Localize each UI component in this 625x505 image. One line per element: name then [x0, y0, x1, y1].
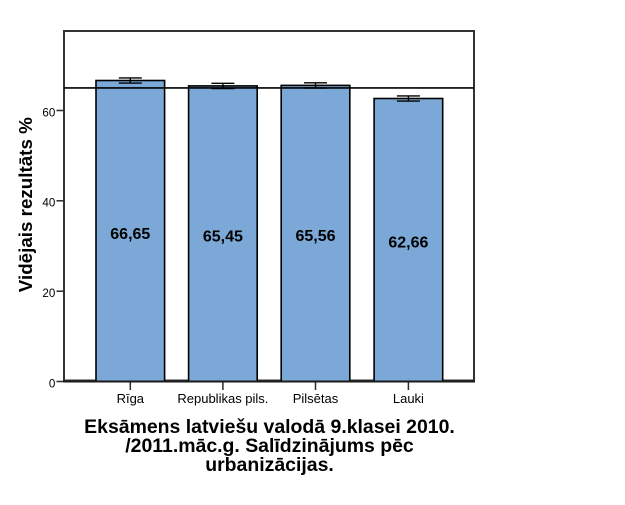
svg-text:20: 20	[42, 287, 55, 300]
svg-text:65,56: 65,56	[295, 228, 335, 245]
svg-text:Republikas pils.: Republikas pils.	[177, 391, 268, 406]
svg-text:Lauki: Lauki	[393, 391, 424, 406]
svg-text:Rīga: Rīga	[117, 391, 145, 406]
svg-text:60: 60	[42, 106, 55, 119]
svg-text:0: 0	[49, 377, 55, 390]
svg-text:62,66: 62,66	[388, 234, 428, 251]
svg-text:/2011.māc.g. Salīdzinājums pēc: /2011.māc.g. Salīdzinājums pēc	[125, 435, 414, 457]
svg-text:urbanizācijas.: urbanizācijas.	[205, 454, 334, 476]
svg-text:66,65: 66,65	[110, 226, 150, 243]
svg-text:Eksāmens latviešu valodā 9.kla: Eksāmens latviešu valodā 9.klasei 2010.	[84, 416, 455, 438]
svg-text:Vidējais rezultāts %: Vidējais rezultāts %	[15, 117, 36, 292]
svg-text:40: 40	[42, 197, 55, 210]
svg-text:Pilsētas: Pilsētas	[293, 391, 339, 406]
svg-text:65,45: 65,45	[203, 228, 243, 245]
